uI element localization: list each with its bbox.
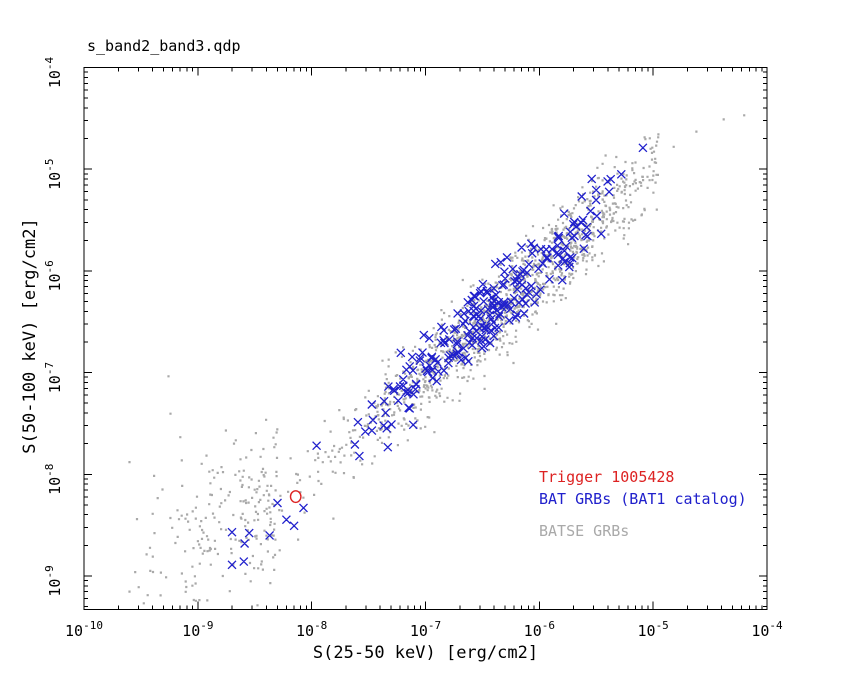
tick-labels: 10-10 10-9 10-8 10-7 10-6 10-5 10-4 10-4 10-5 10-… (43, 56, 783, 640)
svg-text:10-5: 10-5 (638, 619, 669, 640)
svg-text:10-6: 10-6 (43, 260, 64, 291)
svg-text:10-6: 10-6 (524, 619, 555, 640)
axes-frame (83, 67, 768, 610)
y-axis-label: S(50-100 keV) [erg/cm2] (20, 218, 40, 454)
trigger-marker (289, 490, 302, 504)
legend-entry-bat: BAT GRBs (BAT1 catalog) (539, 490, 747, 508)
svg-text:10-4: 10-4 (751, 619, 783, 640)
bat-points (227, 143, 648, 570)
legend-entry-batse: BATSE GRBs (539, 522, 630, 540)
svg-text:10-8: 10-8 (43, 464, 64, 495)
svg-text:10-4: 10-4 (43, 56, 64, 88)
x-axis-label: S(25-50 keV) [erg/cm2] (312, 643, 539, 663)
plot-title: s_band2_band3.qdp (87, 37, 241, 55)
svg-text:10-10: 10-10 (65, 619, 103, 640)
svg-text:10-9: 10-9 (182, 619, 213, 640)
svg-text:10-7: 10-7 (410, 619, 441, 640)
svg-text:10-8: 10-8 (296, 619, 327, 640)
svg-text:10-7: 10-7 (43, 362, 64, 393)
svg-text:10-9: 10-9 (43, 565, 64, 596)
legend-entry-trigger: Trigger 1005428 (539, 468, 675, 486)
svg-text:10-5: 10-5 (43, 159, 64, 190)
